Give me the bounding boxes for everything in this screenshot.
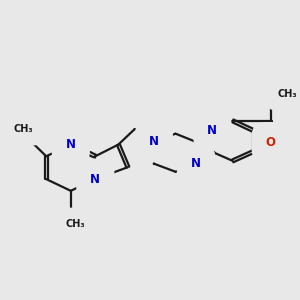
Text: CH₃: CH₃ [278,89,297,99]
Text: N: N [149,135,159,148]
Text: O: O [266,136,276,149]
Text: CH₃: CH₃ [66,219,86,229]
Text: CH₃: CH₃ [14,124,34,134]
Text: N: N [191,157,201,170]
Text: N: N [66,138,76,151]
Text: N: N [90,172,100,186]
Text: N: N [207,124,217,136]
